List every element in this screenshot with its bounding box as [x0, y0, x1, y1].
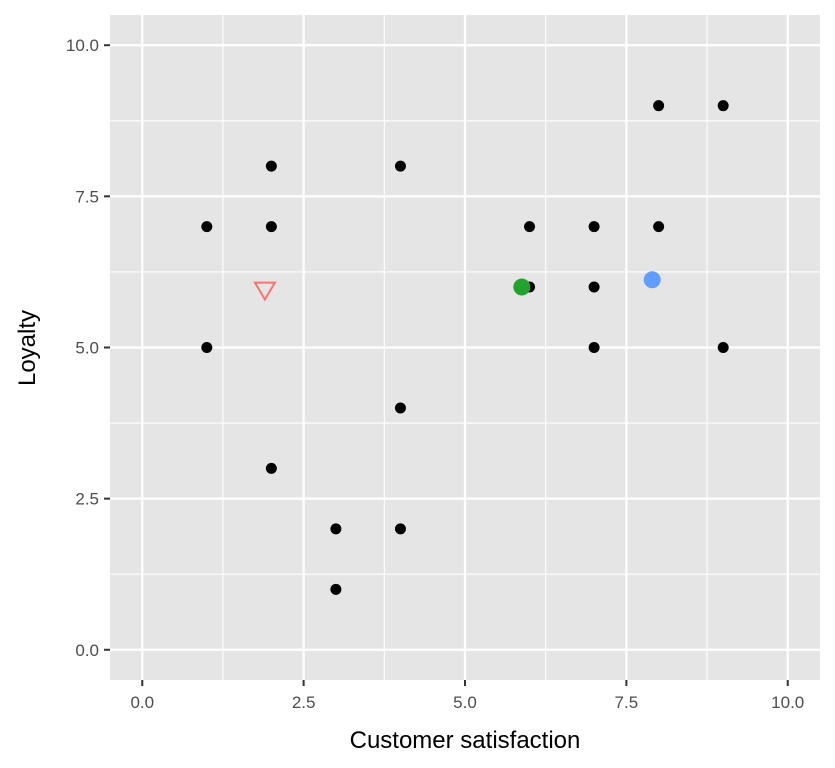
data-point [588, 342, 600, 353]
highlight-circle-point [643, 271, 661, 289]
y-tick-label: 10.0 [66, 36, 99, 55]
data-point [265, 462, 277, 474]
x-tick-label: 10.0 [771, 693, 804, 712]
data-point [330, 583, 342, 595]
data-point [330, 523, 342, 535]
data-point [653, 221, 665, 233]
x-tick-label: 2.5 [292, 693, 316, 712]
grid-major [110, 15, 820, 680]
highlight-circle-point [513, 278, 531, 296]
x-tick-labels: 0.0 2.5 5.0 7.5 10.0 [130, 693, 804, 712]
y-tick-label: 5.0 [75, 339, 99, 358]
y-tick-label: 2.5 [75, 490, 99, 509]
data-point [394, 402, 406, 414]
data-point [717, 100, 729, 112]
data-point [588, 281, 600, 293]
y-tick-labels: 0.0 2.5 5.0 7.5 10.0 [66, 36, 99, 660]
x-tick-label: 0.0 [130, 693, 154, 712]
data-point [717, 342, 729, 353]
data-point [265, 221, 277, 233]
x-tick-label: 5.0 [453, 693, 477, 712]
x-tick-label: 7.5 [615, 693, 639, 712]
highlighted-points [253, 271, 661, 302]
data-point [524, 221, 536, 233]
y-tick-label: 0.0 [75, 641, 99, 660]
y-axis-title: Loyalty [14, 310, 41, 386]
data-point [201, 221, 213, 233]
y-tick-label: 7.5 [75, 187, 99, 206]
data-point [653, 100, 665, 112]
axis-ticks [104, 44, 789, 686]
data-point [265, 160, 277, 172]
highlight-triangle-point [253, 281, 277, 302]
x-axis-title: Customer satisfaction [350, 727, 581, 754]
data-point [394, 160, 406, 172]
data-point [588, 221, 600, 233]
data-point [201, 342, 213, 353]
data-point [394, 523, 406, 535]
